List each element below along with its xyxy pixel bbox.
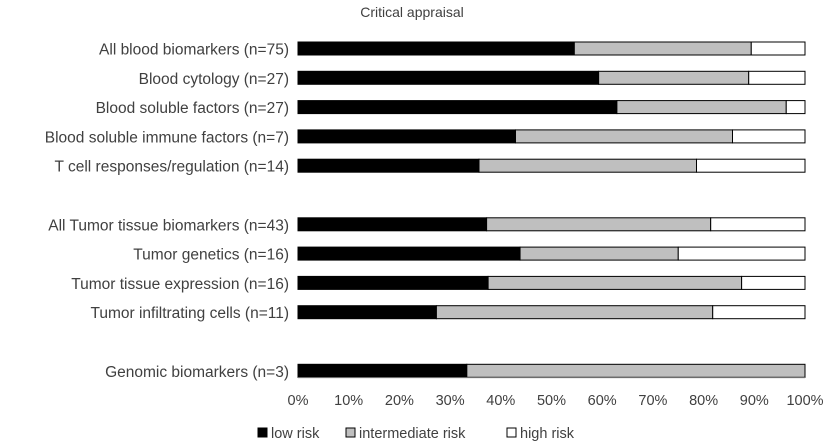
bar-segment-low-risk	[297, 363, 468, 378]
bar-segment-low-risk	[297, 41, 575, 56]
bar-segment-intermediate-risk	[486, 217, 712, 232]
bar-segment-intermediate-risk	[573, 41, 752, 56]
legend-label: intermediate risk	[359, 426, 466, 442]
category-label: Blood soluble factors (n=27)	[96, 100, 289, 117]
category-label: Blood cytology (n=27)	[139, 71, 289, 88]
category-label: Blood soluble immune factors (n=7)	[45, 129, 289, 146]
x-tick-label: 80%	[689, 393, 718, 409]
bar-segment-intermediate-risk	[515, 129, 733, 144]
legend-swatch	[506, 427, 517, 438]
x-tick-label: 60%	[588, 393, 617, 409]
bar-segment-intermediate-risk	[466, 363, 806, 378]
bar-segment-high-risk	[696, 158, 806, 173]
bar-segment-intermediate-risk	[616, 100, 787, 115]
bar-segment-high-risk	[731, 129, 806, 144]
x-tick-label: 90%	[740, 393, 769, 409]
legend-label: high risk	[520, 426, 575, 442]
category-labels: All blood biomarkers (n=75) Blood cytolog…	[45, 42, 289, 381]
bar-segment-high-risk	[710, 217, 806, 232]
x-tick-label: 100%	[786, 393, 823, 409]
category-label: Tumor infiltrating cells (n=11)	[90, 305, 289, 322]
legend-label: low risk	[271, 426, 320, 442]
bar-segment-low-risk	[297, 70, 600, 85]
bar-segment-intermediate-risk	[487, 275, 743, 290]
bar-segment-high-risk	[748, 70, 806, 85]
bar-segment-high-risk	[750, 41, 806, 56]
x-tick-label: 50%	[537, 393, 566, 409]
bar-segment-low-risk	[297, 129, 517, 144]
category-label: Tumor genetics (n=16)	[133, 247, 289, 264]
bar-segment-low-risk	[297, 275, 489, 290]
bar-segment-intermediate-risk	[519, 246, 679, 261]
bar-segment-low-risk	[297, 217, 488, 232]
bar-segment-high-risk	[741, 275, 806, 290]
x-tick-label: 10%	[334, 393, 363, 409]
category-label: Genomic biomarkers (n=3)	[105, 364, 289, 381]
x-tick-label: 30%	[436, 393, 465, 409]
category-label: T cell responses/regulation (n=14)	[55, 159, 290, 176]
legend: low risk intermediate risk high risk	[257, 426, 575, 442]
bar-segment-low-risk	[297, 158, 480, 173]
bar-segment-high-risk	[677, 246, 806, 261]
category-label: Tumor tissue expression (n=16)	[71, 276, 289, 293]
x-tick-label: 40%	[486, 393, 515, 409]
bar-segment-low-risk	[297, 246, 521, 261]
bar-segment-intermediate-risk	[598, 70, 750, 85]
x-tick-label: 70%	[638, 393, 667, 409]
x-tick-label: 0%	[288, 393, 309, 409]
x-tick-labels: 0% 10% 20% 30% 40% 50% 60% 70% 80% 90% 100%	[288, 393, 824, 409]
bar-segment-high-risk	[712, 305, 806, 320]
legend-swatch	[345, 427, 356, 438]
x-tick-label: 20%	[385, 393, 414, 409]
bar-segment-intermediate-risk	[478, 158, 698, 173]
chart-title: Critical appraisal	[360, 4, 463, 20]
bar-segment-intermediate-risk	[435, 305, 714, 320]
bar-segment-high-risk	[785, 100, 806, 115]
category-label: All blood biomarkers (n=75)	[99, 42, 289, 59]
bar-segment-low-risk	[297, 305, 437, 320]
legend-swatch	[257, 427, 268, 438]
bar-segment-low-risk	[297, 100, 618, 115]
category-label: All Tumor tissue biomarkers (n=43)	[48, 217, 289, 234]
bars-group	[297, 41, 806, 378]
